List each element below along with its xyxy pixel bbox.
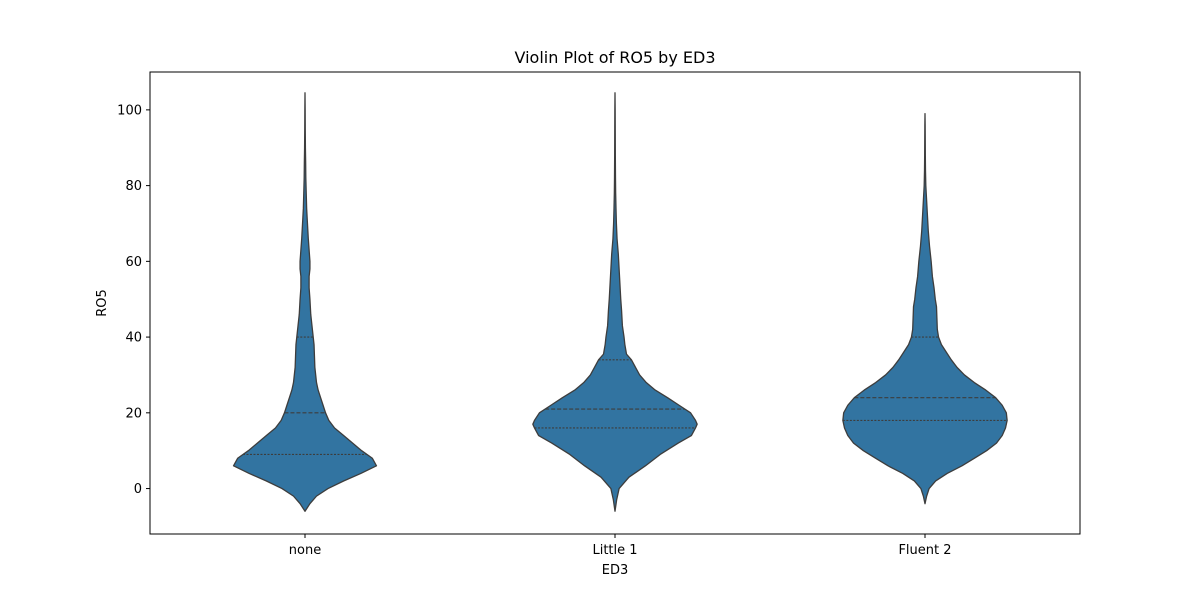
- x-tick-label: none: [289, 543, 321, 558]
- x-tick-label: Little 1: [592, 543, 637, 558]
- y-tick-label: 60: [125, 255, 142, 270]
- y-tick-label: 0: [134, 482, 142, 497]
- chart-title: Violin Plot of RO5 by ED3: [515, 48, 716, 67]
- x-axis-label: ED3: [602, 563, 629, 578]
- y-tick-label: 80: [125, 179, 142, 194]
- violin-little-1: [532, 92, 698, 512]
- x-axis-ticks: none Little 1 Fluent 2: [289, 534, 952, 558]
- y-axis-ticks: 0 20 40 60 80 100: [117, 103, 150, 497]
- y-tick-label: 20: [125, 406, 142, 421]
- x-tick-label: Fluent 2: [898, 543, 951, 558]
- y-tick-label: 100: [117, 103, 142, 118]
- y-tick-label: 40: [125, 331, 142, 346]
- violin-none: [232, 92, 378, 512]
- violins-layer: [232, 92, 1008, 512]
- violin-fluent-2: [842, 113, 1008, 505]
- y-axis-label: RO5: [95, 289, 110, 317]
